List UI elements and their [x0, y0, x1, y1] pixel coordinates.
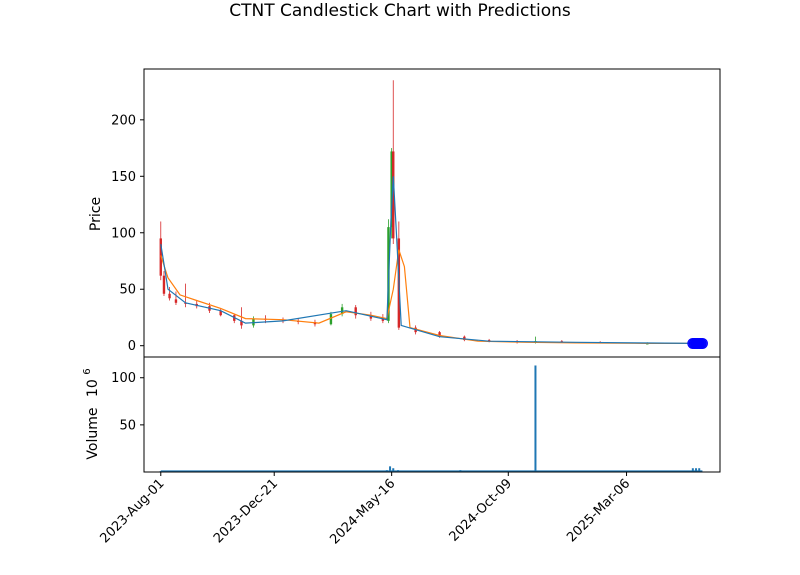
volume-bar-24 [691, 468, 694, 472]
volume-bar-25 [695, 468, 698, 472]
x-tick-label-4: 2025-Mar-06 [564, 476, 633, 545]
candle-body [369, 315, 373, 319]
candle-body [340, 307, 344, 315]
candle-1 [162, 271, 166, 297]
x-tick-label-0: 2023-Aug-01 [98, 476, 168, 546]
price-tick-label-0: 0 [128, 339, 136, 354]
volume-bar-10 [389, 466, 392, 472]
volume-bar-11 [392, 468, 395, 472]
volume-y-ticks: 50 100 [111, 371, 144, 433]
volume-unit-base: 10 [85, 379, 101, 397]
candle-body [390, 151, 393, 228]
volume-plot-area [144, 357, 720, 472]
prediction-marker-6 [696, 337, 708, 349]
candle-body [240, 320, 243, 326]
candle-body [329, 314, 333, 325]
candle-21 [390, 148, 393, 239]
candle-body [381, 318, 385, 321]
volume-panel: 50 100 Volume 10 6 [82, 356, 721, 473]
x-axis-ticks: 2023-Aug-01 2023-Dec-21 2024-May-16 2024-Oc… [98, 472, 633, 547]
candle-7 [219, 308, 222, 317]
candle-body [354, 307, 357, 316]
candle-body [252, 318, 255, 326]
candle-2 [168, 286, 171, 301]
candle-9 [240, 307, 243, 329]
candle-body [168, 293, 171, 299]
price-tick-label-2: 100 [111, 226, 136, 241]
volume-frame [143, 356, 721, 473]
price-panel: 0 50 100 150 200 Price [88, 68, 721, 358]
candle-17 [354, 305, 357, 319]
x-tick-label-3: 2024-Oct-09 [447, 476, 515, 544]
volume-bar-18 [534, 365, 537, 472]
volume-unit-exponent: 6 [82, 368, 93, 374]
x-tick-label-1: 2023-Dec-21 [211, 476, 281, 546]
volume-y-label-text: Volume [85, 408, 101, 460]
volume-tick-label-0: 50 [119, 418, 136, 433]
volume-bar-26 [698, 468, 701, 472]
candle-body [392, 151, 395, 239]
chart-title: CTNT Candlestick Chart with Predictions [229, 1, 571, 21]
price-y-ticks: 0 50 100 150 200 [111, 113, 144, 354]
candle-body [219, 310, 222, 316]
candle-body [174, 299, 178, 303]
candle-body [438, 332, 441, 337]
price-tick-label-4: 200 [111, 113, 136, 128]
volume-y-label: Volume 10 6 [82, 368, 101, 459]
candle-10 [252, 316, 255, 328]
price-tick-label-3: 150 [111, 170, 136, 185]
price-plot-area [144, 69, 720, 357]
x-tick-label-2: 2024-May-16 [327, 476, 398, 547]
candle-3 [174, 291, 178, 306]
price-tick-label-1: 50 [119, 283, 136, 298]
volume-tick-label-1: 100 [111, 371, 136, 386]
candle-body [162, 275, 166, 294]
price-marks [159, 80, 708, 349]
price-y-label: Price [88, 197, 104, 231]
candle-16 [340, 303, 344, 317]
prediction-line [160, 176, 697, 344]
candle-22 [392, 80, 395, 245]
